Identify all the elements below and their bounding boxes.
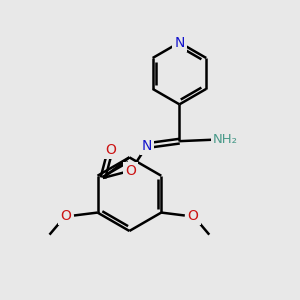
Text: O: O bbox=[125, 164, 136, 178]
Text: N: N bbox=[142, 139, 152, 153]
Text: O: O bbox=[105, 143, 116, 157]
Text: O: O bbox=[60, 208, 71, 223]
Text: O: O bbox=[188, 208, 199, 223]
Text: N: N bbox=[174, 35, 184, 50]
Text: NH₂: NH₂ bbox=[213, 133, 238, 146]
